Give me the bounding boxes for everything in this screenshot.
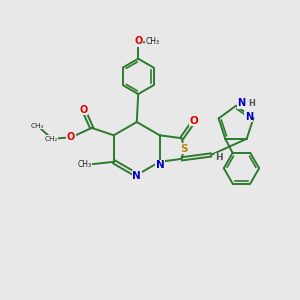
Text: S: S [181,143,188,154]
Text: H: H [215,153,223,162]
Text: CH₂: CH₂ [45,136,58,142]
Text: O: O [134,36,142,46]
Text: N: N [245,112,253,122]
Text: N: N [237,98,245,108]
Text: O: O [190,116,198,126]
Text: N: N [156,160,165,170]
Text: CH₃: CH₃ [145,37,159,46]
Text: CH₃: CH₃ [31,123,44,129]
Text: O: O [79,105,88,115]
Text: N: N [132,171,141,181]
Text: O: O [67,132,75,142]
Text: CH₃: CH₃ [77,160,92,169]
Text: H: H [248,99,255,108]
